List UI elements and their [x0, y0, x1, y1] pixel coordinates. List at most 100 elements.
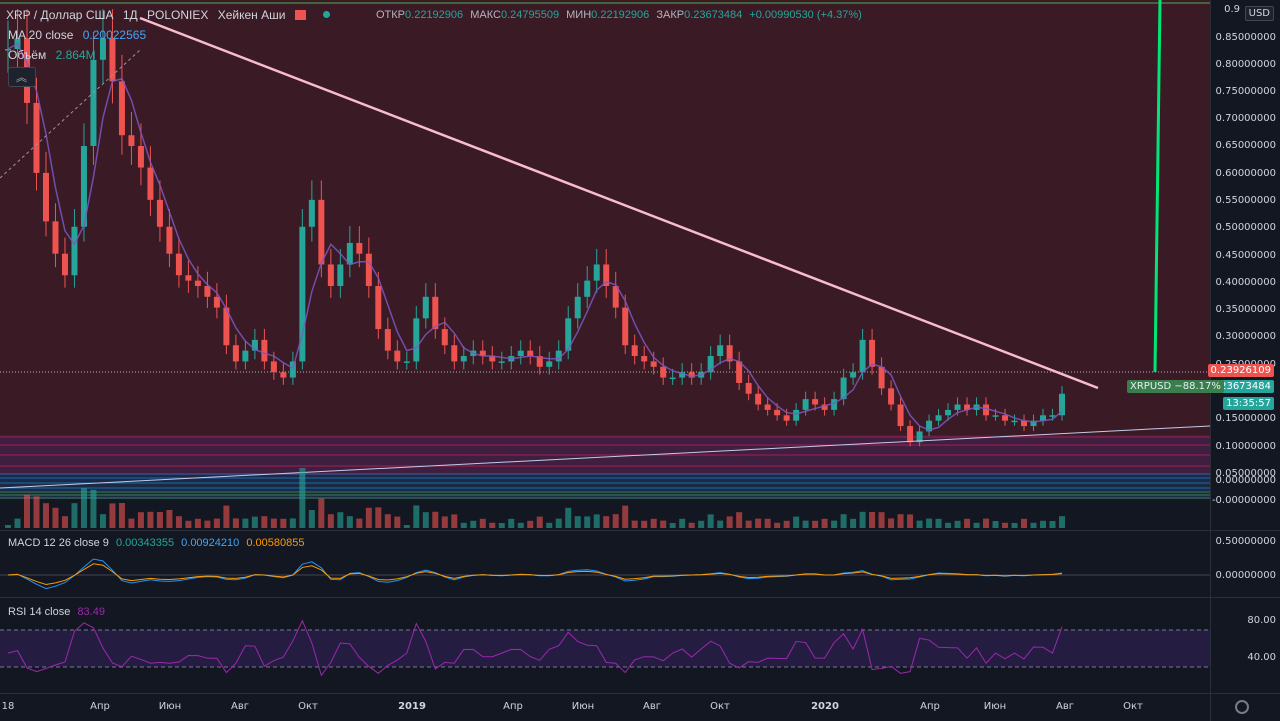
candle: [964, 404, 971, 410]
volume-bar: [812, 520, 819, 528]
time-tick-label: Июн: [158, 701, 182, 712]
candle: [612, 286, 619, 308]
price-tick-label: 0.30000000: [1215, 331, 1276, 342]
candle: [213, 296, 220, 308]
candle: [109, 38, 116, 82]
volume-bar: [308, 510, 315, 528]
volume-bar: [261, 516, 268, 528]
ma-line: [7, 42, 1063, 431]
candle: [1049, 415, 1056, 417]
volume-bar: [603, 516, 610, 528]
candle: [707, 356, 714, 373]
candle: [232, 345, 239, 362]
price-tick-label: 0.10000000: [1215, 441, 1276, 452]
candle: [555, 350, 562, 362]
candle: [783, 415, 790, 421]
ma-legend[interactable]: MA 20 close 0.20022565: [8, 28, 147, 42]
volume-bar: [907, 514, 914, 528]
volume-bar: [964, 518, 971, 528]
candle: [726, 345, 733, 362]
chart-style-label[interactable]: Хейкен Аши: [217, 8, 286, 22]
price-tick-label: 0.00000000: [1215, 475, 1276, 486]
volume-bar: [736, 512, 743, 528]
volume-bar: [71, 503, 78, 528]
pane-separator: [0, 597, 1280, 598]
volume-bar: [888, 518, 895, 528]
volume-bar: [707, 514, 714, 528]
candle: [375, 286, 382, 330]
price-tick-label: 0.65000000: [1215, 140, 1276, 151]
flag-icon[interactable]: [294, 10, 306, 20]
measure-label: XRPUSD −88.17%: [1127, 380, 1224, 393]
time-tick-label: Июн: [983, 701, 1007, 712]
volume-legend[interactable]: Объём 2.864M: [8, 48, 96, 62]
candle: [451, 345, 458, 362]
candle: [945, 409, 952, 416]
candle: [888, 388, 895, 405]
symbol-legend[interactable]: XRP / Доллар США 1Д POLONIEX Хейкен Аши: [6, 8, 331, 22]
candle: [574, 296, 581, 319]
candle: [299, 226, 306, 362]
candle: [840, 377, 847, 400]
volume-bar: [14, 518, 21, 528]
symbol-title: XRP / Доллар США: [6, 8, 114, 22]
volume-bar: [688, 522, 695, 528]
close-value: 0.23673484: [684, 9, 743, 21]
time-tick-label: Апр: [920, 701, 940, 712]
volume-bar: [783, 520, 790, 528]
settings-gear-icon[interactable]: [1235, 700, 1249, 714]
volume-bar: [1030, 522, 1037, 528]
volume-bar: [726, 516, 733, 528]
candle: [527, 350, 534, 357]
volume-bar: [99, 514, 106, 528]
candle: [489, 356, 496, 362]
interval-label[interactable]: 1Д: [122, 8, 138, 22]
close-price-tag: 0.23673484: [1207, 380, 1274, 393]
candle: [346, 242, 353, 265]
volume-bar: [337, 512, 344, 528]
support-line: [0, 425, 1211, 489]
candle: [546, 361, 553, 367]
candle: [897, 404, 904, 427]
price-tick-label: 0.40000000: [1215, 277, 1276, 288]
candle: [736, 361, 743, 383]
candle: [1002, 415, 1009, 421]
candle: [717, 345, 724, 357]
candle: [356, 242, 363, 254]
volume-bar: [479, 518, 486, 528]
macd-legend[interactable]: MACD 12 26 close 9 0.00343355 0.00924210…: [8, 537, 305, 549]
indicator-tick-label: 0.00000000: [1215, 570, 1276, 581]
volume-bar: [622, 505, 629, 528]
volume-value: 2.864M: [55, 48, 96, 62]
volume-bar: [869, 512, 876, 528]
volume-bar: [118, 503, 125, 528]
currency-button[interactable]: USD: [1244, 6, 1274, 21]
volume-bar: [527, 520, 534, 528]
candle: [71, 226, 78, 276]
volume-bar: [992, 521, 999, 528]
volume-bar: [1002, 522, 1009, 528]
volume-bar: [973, 522, 980, 528]
volume-bar: [926, 518, 933, 528]
volume-bar: [52, 507, 59, 528]
collapse-legend-button[interactable]: ︽: [8, 67, 36, 87]
volume-bar: [422, 512, 429, 528]
volume-bar: [536, 516, 543, 528]
candle: [289, 361, 296, 378]
candle: [916, 431, 923, 443]
volume-bar: [774, 522, 781, 528]
candle: [441, 329, 448, 346]
high-value: 0.24795509: [500, 9, 560, 21]
volume-bar: [840, 514, 847, 528]
volume-bar: [61, 516, 68, 528]
candle: [660, 366, 667, 378]
rsi-legend[interactable]: RSI 14 close 83.49: [8, 606, 105, 618]
time-tick-label: Апр: [90, 701, 110, 712]
volume-bar: [451, 514, 458, 528]
candle: [688, 372, 695, 378]
candle: [318, 199, 325, 265]
volume-bar: [204, 520, 211, 528]
candle: [413, 318, 420, 362]
volume-bar: [470, 520, 477, 528]
